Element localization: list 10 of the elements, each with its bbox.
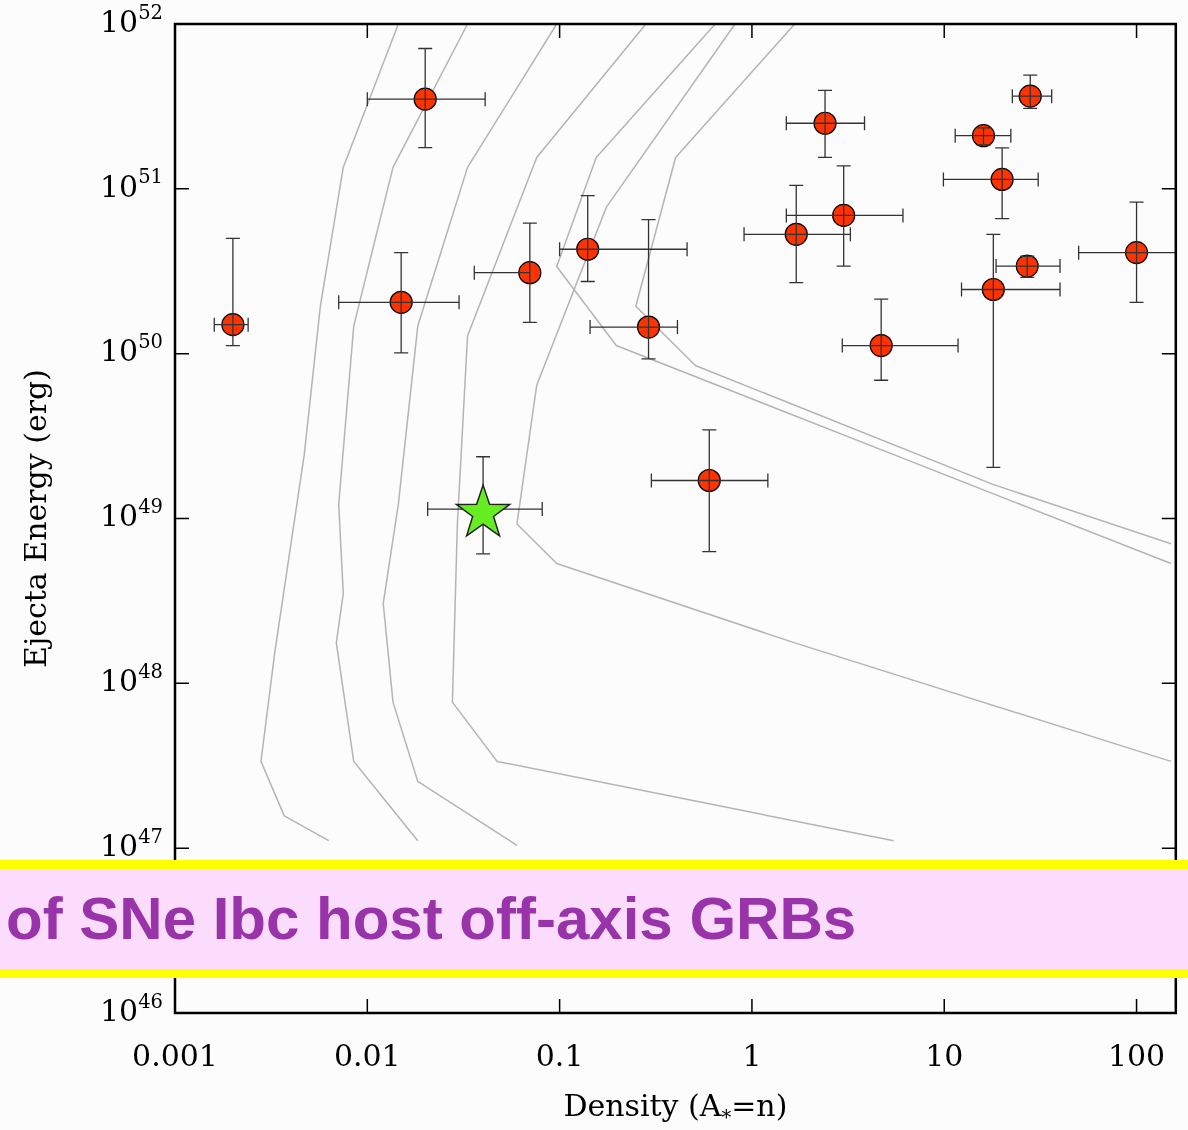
annotation: of SNe Ibc host off-axis GRBs — [0, 869, 1188, 969]
x-tick-label: 0.1 — [535, 1037, 584, 1073]
banner: of SNe Ibc host off-axis GRBs — [0, 860, 1188, 978]
y-axis-title: Ejecta Energy (erg) — [17, 369, 53, 668]
x-tick-label: 10 — [925, 1037, 964, 1073]
x-tick-label: 100 — [1107, 1037, 1166, 1073]
x-axis-title: Density (A*=n) — [563, 1087, 788, 1129]
x-tick-label: 0.001 — [132, 1037, 218, 1073]
x-tick-label: 0.01 — [333, 1037, 401, 1073]
x-tick-label: 1 — [742, 1037, 762, 1073]
